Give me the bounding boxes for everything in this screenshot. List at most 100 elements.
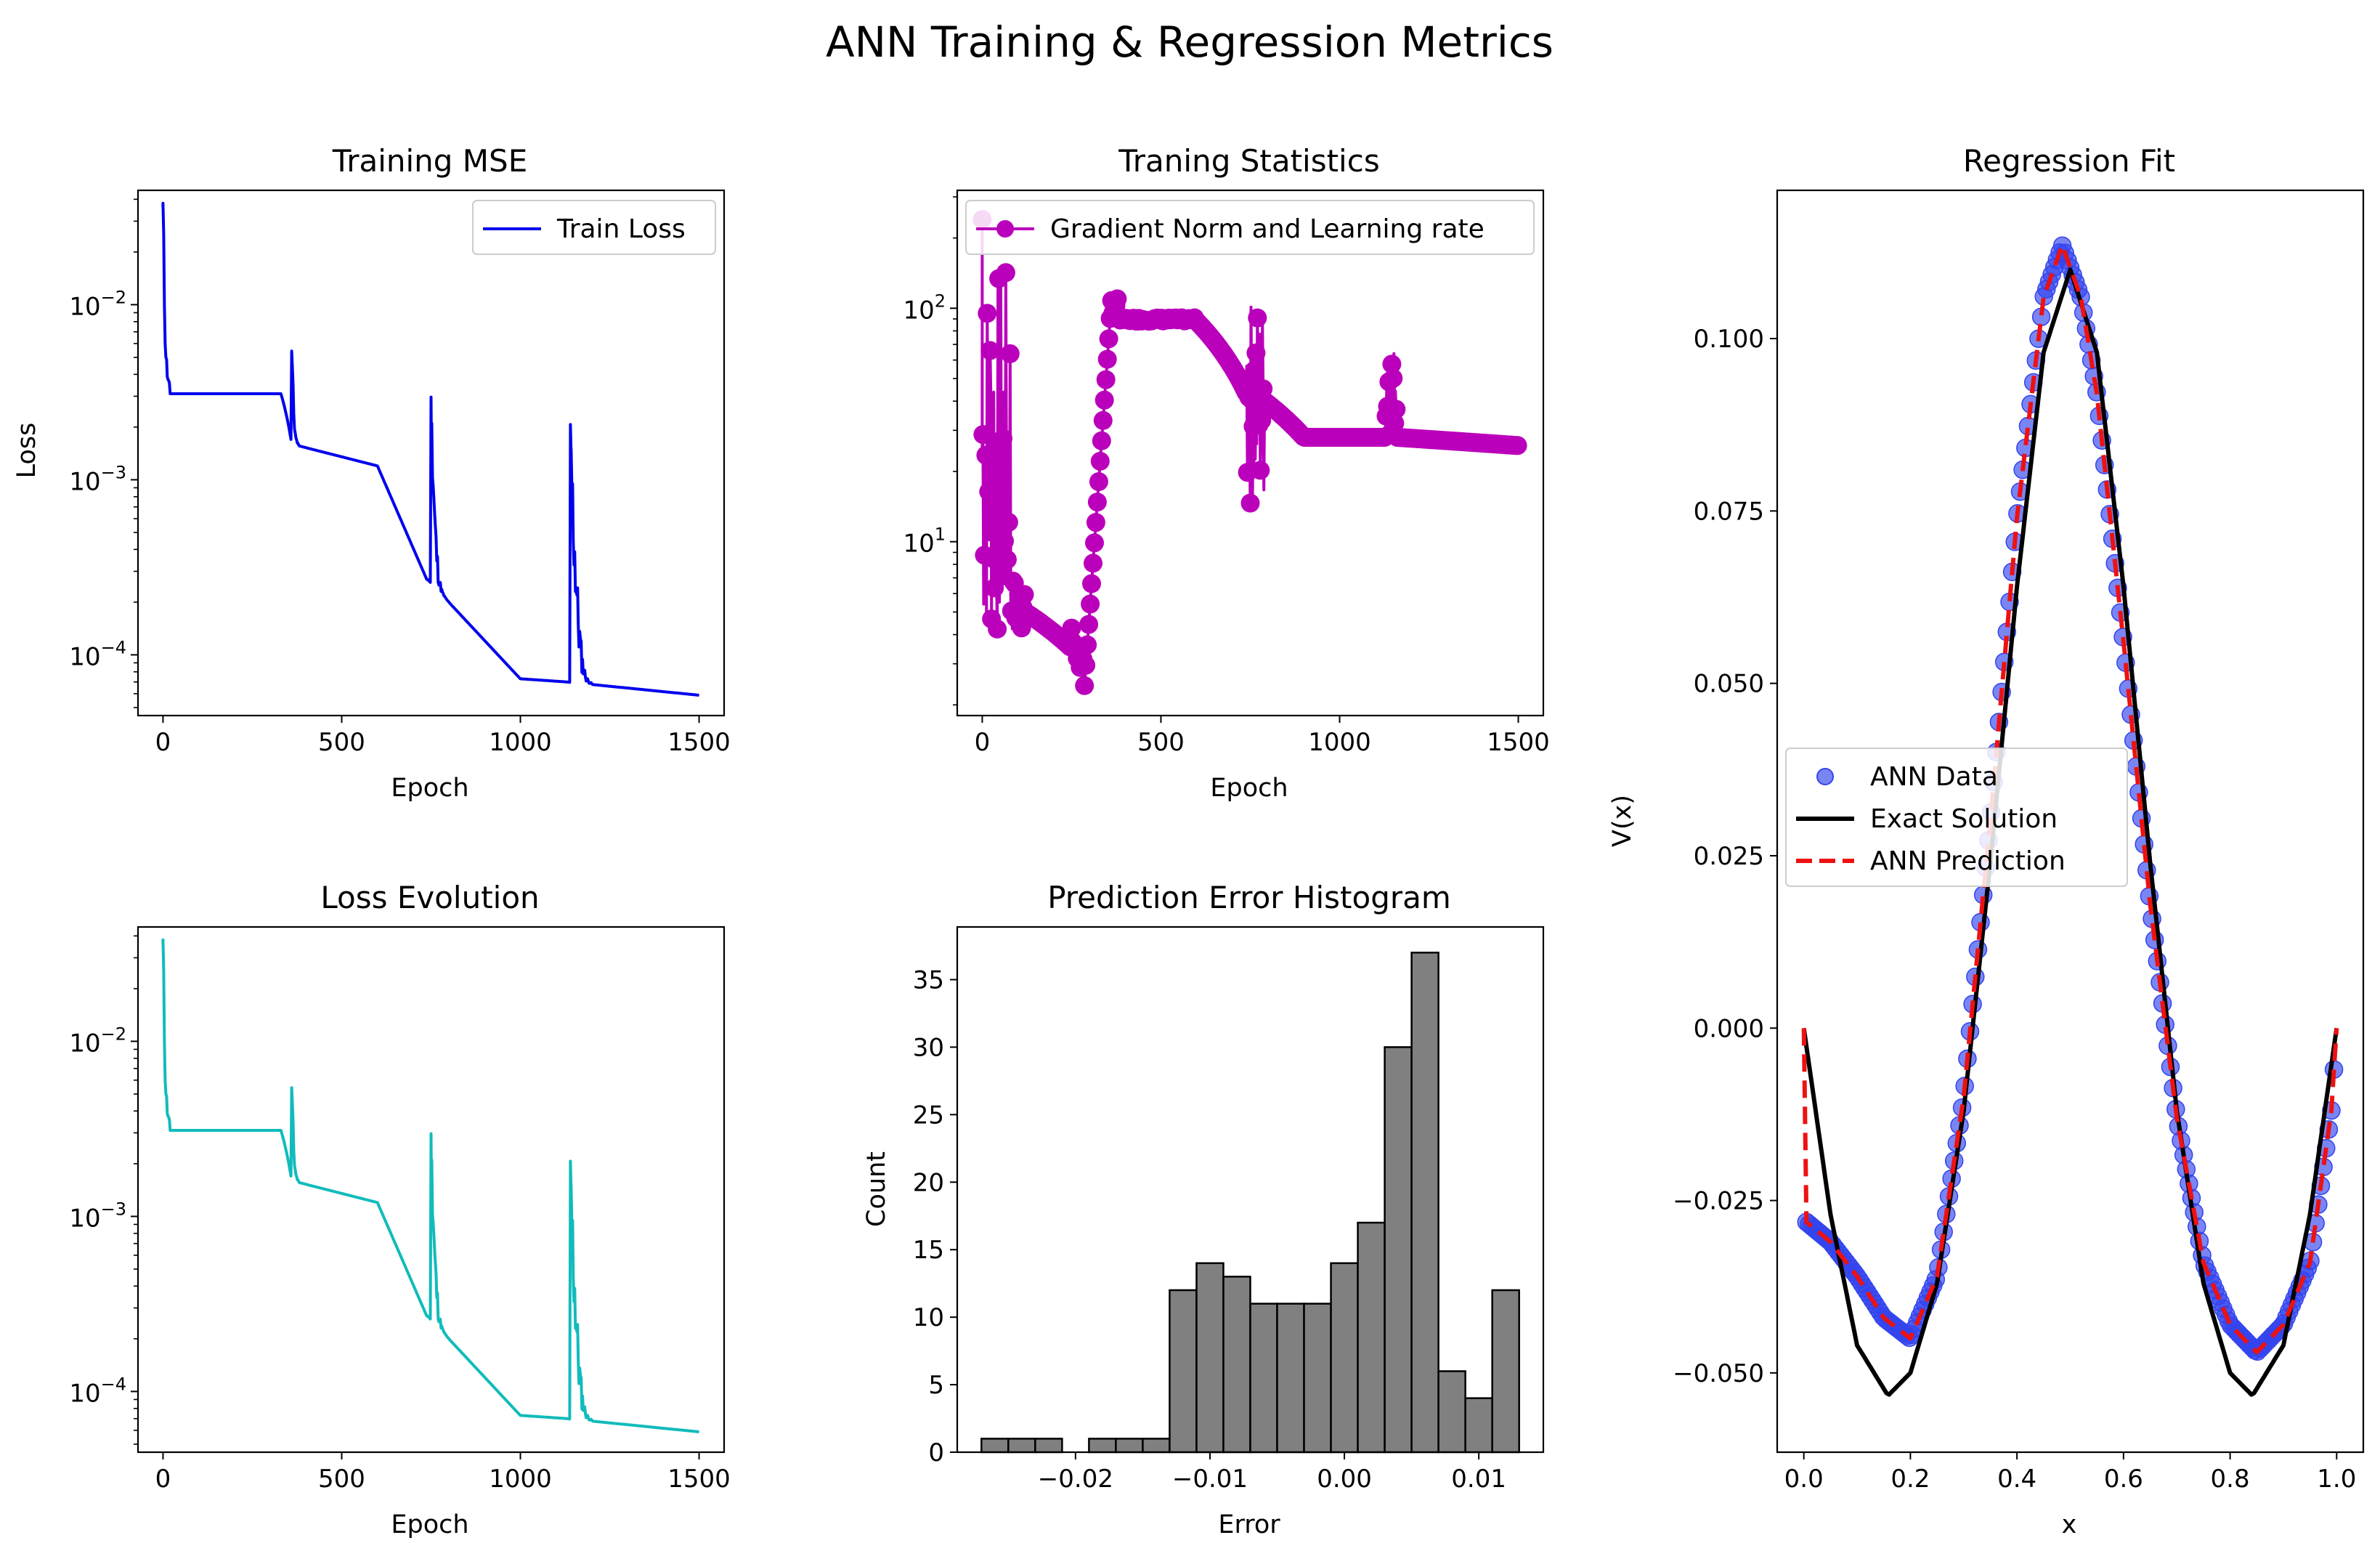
grad-norm-marker — [1089, 472, 1108, 491]
y-tick-label: 0.000 — [1694, 1014, 1764, 1043]
legend: Train Loss — [472, 200, 716, 255]
grad-norm-marker — [1099, 329, 1118, 349]
x-tick-label: −0.02 — [1038, 1465, 1113, 1494]
grad-norm-marker — [995, 531, 1014, 551]
y-tick-label: 0.075 — [1694, 497, 1764, 526]
grad-norm-marker — [988, 619, 1007, 639]
x-tick-label: 0 — [975, 728, 991, 757]
grad-norm-marker — [1096, 370, 1116, 389]
y-tick-exponent: −2 — [101, 1024, 126, 1044]
grad-norm-marker — [1508, 436, 1527, 455]
y-tick-label: 30 — [913, 1033, 944, 1062]
grad-norm-marker — [1097, 349, 1117, 369]
histogram-bar — [1384, 1046, 1413, 1454]
y-tick-exponent: −4 — [101, 637, 126, 657]
histogram-bar — [1034, 1438, 1063, 1454]
grad-norm-marker — [1015, 585, 1034, 604]
x-axis-label: Error — [1218, 1510, 1280, 1539]
x-tick-label: 1000 — [489, 728, 552, 757]
legend-label: ANN Data — [1870, 762, 1998, 792]
legend: Gradient Norm and Learning rate — [965, 200, 1535, 255]
histogram-bar — [1169, 1289, 1198, 1454]
y-tick-label: 0.050 — [1694, 670, 1764, 699]
x-tick-label: 500 — [318, 1465, 365, 1494]
grad-norm-marker — [1079, 615, 1099, 634]
grad-norm-marker — [1246, 343, 1266, 363]
axes-training-statistics: Traning Statistics Epoch 0 500 1000 1500101… — [903, 143, 1549, 803]
legend-frame — [1785, 748, 2128, 887]
grad-norm-marker — [996, 263, 1015, 283]
axes-title: Loss Evolution — [320, 880, 539, 915]
y-tick-label: 15 — [913, 1236, 944, 1265]
histogram-bar — [1115, 1438, 1144, 1454]
histogram-bar — [1357, 1221, 1386, 1454]
axes-regression-fit: Regression Fit x V(x) 0.0 0.2 0.4 0.6 0.8 1.0… — [1608, 143, 2365, 1539]
grad-norm-marker — [1000, 344, 1020, 363]
legend-label: Gradient Norm and Learning rate — [1050, 214, 1485, 244]
plot-area — [972, 210, 1527, 695]
histogram-bar — [1303, 1303, 1332, 1454]
loss-evolution-line — [161, 938, 700, 1433]
grad-norm-marker — [979, 482, 999, 501]
grad-norm-marker — [994, 429, 1012, 448]
grad-norm-marker — [1062, 618, 1081, 638]
x-tick-label: 0.00 — [1317, 1465, 1372, 1494]
y-axis-label: V(x) — [1608, 795, 1637, 847]
axes-frame — [1776, 189, 2365, 1454]
grad-norm-marker — [1078, 635, 1097, 655]
histogram-bar — [1464, 1397, 1493, 1454]
y-tick-exponent: −2 — [101, 287, 126, 307]
histogram-bar — [980, 1438, 1010, 1454]
y-tick-label: 0.100 — [1694, 325, 1764, 354]
grad-norm-marker — [983, 548, 1003, 568]
x-tick-label: 0.4 — [1997, 1465, 2036, 1494]
histogram-bar — [1195, 1262, 1224, 1454]
grad-norm-marker — [1084, 554, 1102, 573]
grad-norm-marker — [1093, 410, 1113, 430]
y-tick-exponent: 1 — [935, 525, 946, 545]
axes-frame — [956, 926, 1545, 1454]
grad-norm-marker — [1252, 410, 1272, 430]
x-tick-label: 1.0 — [2317, 1465, 2356, 1494]
legend-label: Exact Solution — [1870, 804, 2058, 834]
x-tick-label: 1500 — [667, 1465, 731, 1494]
y-tick-label: 0.025 — [1694, 842, 1764, 871]
grad-norm-marker — [1240, 493, 1260, 513]
x-axis-label: Epoch — [1210, 774, 1288, 803]
axes-loss-evolution: Loss Evolution Epoch 0 500 1000 150010−410−… — [69, 880, 730, 1539]
y-tick-label: 10 — [913, 1303, 944, 1332]
y-tick-exponent: 2 — [935, 291, 946, 311]
x-tick-label: 0.01 — [1451, 1465, 1506, 1494]
x-tick-label: 0 — [155, 728, 171, 757]
histogram-bar — [1222, 1276, 1251, 1454]
x-tick-label: 1000 — [489, 1465, 552, 1494]
y-axis-label: Count — [862, 1151, 891, 1227]
legend-marker — [1816, 768, 1834, 785]
histogram-bar — [1491, 1289, 1520, 1454]
y-tick-label: 10−2 — [69, 287, 126, 321]
grad-norm-marker — [1087, 493, 1107, 512]
grad-norm-marker — [1092, 431, 1111, 450]
exact-solution-line — [1801, 267, 2339, 1397]
train-loss-line — [161, 201, 700, 697]
legend-frame — [472, 200, 716, 255]
grad-norm-marker — [986, 453, 1006, 472]
ann-prediction-line — [1801, 243, 2339, 1355]
legend-label: ANN Prediction — [1870, 846, 2066, 876]
grad-norm-marker — [1251, 461, 1270, 480]
grad-norm-marker — [1385, 413, 1405, 433]
y-tick-exponent: −4 — [101, 1374, 126, 1394]
grad-norm-marker — [997, 550, 1017, 570]
grad-norm-marker — [999, 512, 1018, 532]
x-tick-label: 0 — [155, 1465, 171, 1494]
y-tick-label: 20 — [913, 1168, 944, 1197]
histogram-bar — [1142, 1438, 1171, 1454]
x-tick-label: 1500 — [1487, 728, 1550, 757]
x-axis-label: Epoch — [391, 1510, 468, 1539]
y-tick-label: 35 — [913, 965, 944, 995]
y-tick-exponent: −3 — [101, 462, 126, 482]
histogram-bar — [1330, 1262, 1359, 1454]
y-tick-exponent: −3 — [101, 1199, 126, 1219]
x-tick-label: 0.0 — [1784, 1465, 1824, 1494]
